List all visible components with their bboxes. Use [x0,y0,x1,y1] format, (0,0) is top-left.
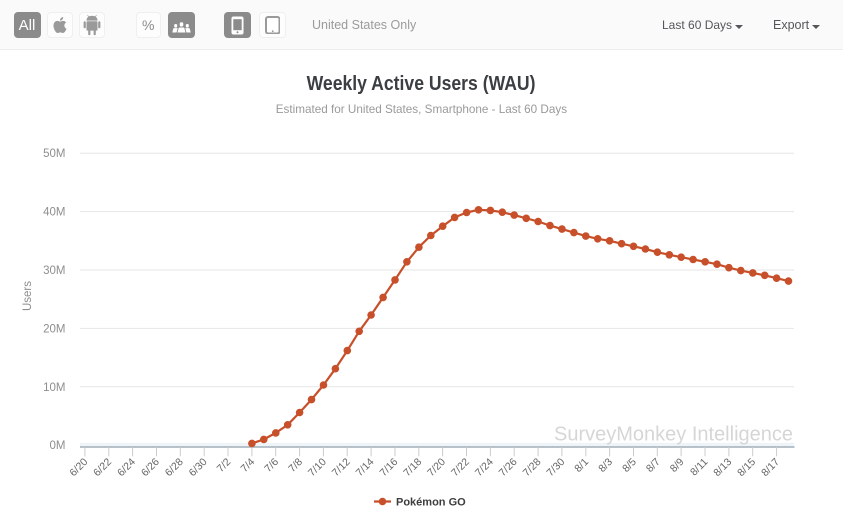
svg-text:7/2: 7/2 [215,456,234,475]
svg-text:6/22: 6/22 [91,456,114,479]
svg-text:7/24: 7/24 [473,456,496,479]
svg-text:7/28: 7/28 [521,456,544,479]
svg-text:7/6: 7/6 [262,456,281,475]
svg-text:6/26: 6/26 [139,456,162,479]
svg-text:7/10: 7/10 [306,456,329,479]
svg-text:10M: 10M [43,382,65,394]
svg-text:6/20: 6/20 [67,456,90,479]
svg-text:8/7: 8/7 [644,456,663,475]
svg-text:8/15: 8/15 [735,456,758,479]
svg-text:SurveyMonkey Intelligence: SurveyMonkey Intelligence [554,424,793,446]
svg-text:7/26: 7/26 [497,456,520,479]
svg-text:7/14: 7/14 [354,456,377,479]
svg-text:8/11: 8/11 [688,456,710,478]
svg-text:7/22: 7/22 [449,456,472,479]
svg-text:7/4: 7/4 [239,456,258,475]
svg-text:6/30: 6/30 [187,456,210,479]
svg-text:0M: 0M [50,440,66,452]
svg-text:7/18: 7/18 [401,456,424,479]
svg-text:50M: 50M [43,148,65,160]
svg-text:8/5: 8/5 [620,456,639,475]
svg-text:7/30: 7/30 [544,456,567,479]
svg-text:7/16: 7/16 [377,456,400,479]
svg-text:8/9: 8/9 [668,456,687,475]
svg-text:7/12: 7/12 [330,456,353,479]
svg-text:8/3: 8/3 [596,456,615,475]
svg-text:20M: 20M [43,323,65,335]
svg-text:8/17: 8/17 [759,456,782,479]
svg-text:7/8: 7/8 [286,456,305,475]
svg-text:6/24: 6/24 [115,456,138,479]
svg-text:8/1: 8/1 [572,456,591,475]
svg-text:8/13: 8/13 [711,456,734,479]
svg-text:40M: 40M [43,207,65,219]
svg-text:Pokémon GO: Pokémon GO [396,497,466,509]
svg-text:30M: 30M [43,265,65,277]
svg-text:Users: Users [22,281,34,311]
svg-text:7/20: 7/20 [425,456,448,479]
svg-text:6/28: 6/28 [163,456,186,479]
